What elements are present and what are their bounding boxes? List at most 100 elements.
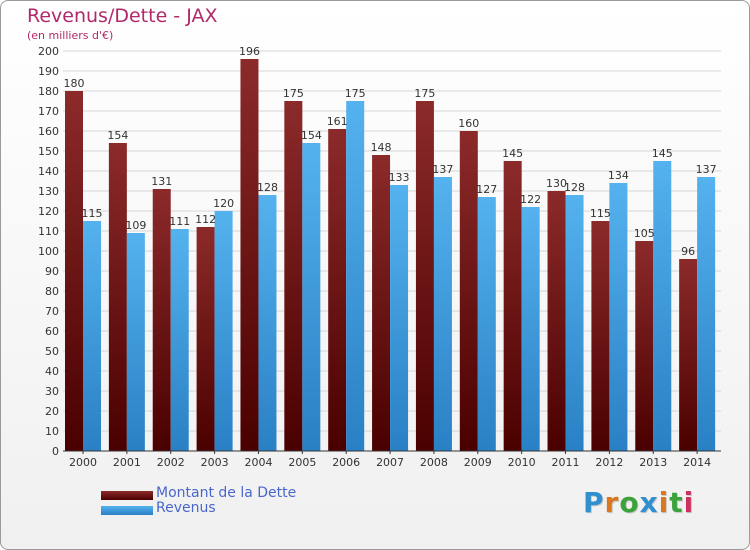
data-label: 196 [239, 45, 260, 58]
x-tick-label: 2008 [420, 456, 448, 469]
data-label: 137 [432, 163, 453, 176]
x-tick-label: 2003 [201, 456, 229, 469]
revenus-bar [609, 183, 628, 451]
y-tick-label: 150 [38, 145, 59, 158]
bars [65, 59, 716, 451]
data-label: 148 [371, 141, 392, 154]
logo-letter: r [604, 486, 620, 519]
y-tick-label: 180 [38, 85, 59, 98]
data-label: 131 [151, 175, 172, 188]
data-label: 160 [458, 117, 479, 130]
x-tick-label: 2007 [376, 456, 404, 469]
data-label: 120 [213, 197, 234, 210]
y-tick-label: 50 [45, 345, 59, 358]
revenus-bar [126, 233, 145, 451]
x-tick-label: 2002 [157, 456, 185, 469]
x-tick-label: 2014 [683, 456, 711, 469]
x-tick-label: 2009 [464, 456, 492, 469]
data-label: 128 [257, 181, 278, 194]
dette-bar [415, 101, 434, 451]
x-tick-label: 2000 [69, 456, 97, 469]
y-tick-label: 70 [45, 305, 59, 318]
data-label: 115 [82, 207, 103, 220]
dette-bar [547, 191, 566, 451]
revenus-bar [346, 101, 365, 451]
legend-label-revenus: Revenus [156, 500, 216, 516]
revenus-bar [390, 185, 409, 451]
dette-bar [591, 221, 610, 451]
revenus-bar [433, 177, 452, 451]
y-axis-ticks: 0 10 20 30 40 50 60 70 80 90 100 110 120 130 140 150 160… [38, 45, 59, 458]
data-label: 122 [520, 193, 541, 206]
y-tick-label: 160 [38, 125, 59, 138]
legend-swatch-dette [101, 491, 153, 500]
data-label: 154 [301, 129, 322, 142]
dette-bar [503, 161, 522, 451]
y-tick-label: 10 [45, 425, 59, 438]
dette-bar [284, 101, 303, 451]
data-label: 115 [590, 207, 611, 220]
y-tick-label: 80 [45, 285, 59, 298]
dette-bar [65, 91, 83, 451]
x-tick-label: 2011 [552, 456, 580, 469]
x-tick-label: 2006 [332, 456, 360, 469]
y-tick-label: 190 [38, 65, 59, 78]
revenus-bar [477, 197, 496, 451]
proxiti-logo: Proxiti [583, 486, 694, 519]
y-tick-label: 20 [45, 405, 59, 418]
revenus-bar [302, 143, 321, 451]
logo-letter: o [619, 486, 640, 519]
data-label: 111 [169, 215, 190, 228]
data-label: 154 [107, 129, 128, 142]
x-tick-label: 2010 [508, 456, 536, 469]
y-tick-label: 170 [38, 105, 59, 118]
y-tick-label: 40 [45, 365, 59, 378]
data-label: 133 [389, 171, 410, 184]
data-label: 137 [696, 163, 717, 176]
dette-bar [328, 129, 347, 451]
legend-label-dette: Montant de la Dette [156, 485, 297, 501]
data-labels: 180 115 154 109 131 111 112 120 196 128 175 154 161 1… [64, 45, 717, 258]
y-tick-label: 90 [45, 265, 59, 278]
data-label: 96 [681, 245, 695, 258]
data-label: 112 [195, 213, 216, 226]
data-label: 109 [125, 219, 146, 232]
y-tick-label: 130 [38, 185, 59, 198]
x-tick-label: 2004 [244, 456, 272, 469]
revenus-bar [214, 211, 233, 451]
chart-subtitle: (en milliers d'€) [27, 29, 114, 42]
logo-letter: i [683, 486, 695, 519]
revenus-bar [653, 161, 672, 451]
logo-letter: P [583, 486, 605, 519]
y-tick-label: 30 [45, 385, 59, 398]
x-tick-label: 2005 [288, 456, 316, 469]
data-label: 180 [64, 77, 85, 90]
data-label: 105 [634, 227, 655, 240]
y-tick-label: 200 [38, 45, 59, 58]
data-label: 134 [608, 169, 629, 182]
chart-title: Revenus/Dette - JAX [27, 5, 218, 27]
revenus-bar [565, 195, 584, 451]
logo-letter: t [669, 486, 684, 519]
revenus-bar [521, 207, 540, 451]
y-tick-label: 120 [38, 205, 59, 218]
data-label: 130 [546, 177, 567, 190]
dette-bar [152, 189, 171, 451]
dette-bar [240, 59, 259, 451]
data-label: 145 [502, 147, 523, 160]
revenus-bar [83, 221, 101, 451]
revenus-bar [697, 177, 716, 451]
y-tick-label: 100 [38, 245, 59, 258]
revenus-bar [170, 229, 189, 451]
legend-swatch-revenus [101, 506, 153, 515]
dette-bar [108, 143, 127, 451]
x-tick-label: 2013 [639, 456, 667, 469]
dette-bar [196, 227, 215, 451]
data-label: 145 [652, 147, 673, 160]
x-axis-ticks: 2000 2001 2002 2003 2004 2005 2006 2007 2008 2009… [69, 451, 711, 469]
x-tick-label: 2001 [113, 456, 141, 469]
y-tick-label: 110 [38, 225, 59, 238]
dette-bar [635, 241, 654, 451]
